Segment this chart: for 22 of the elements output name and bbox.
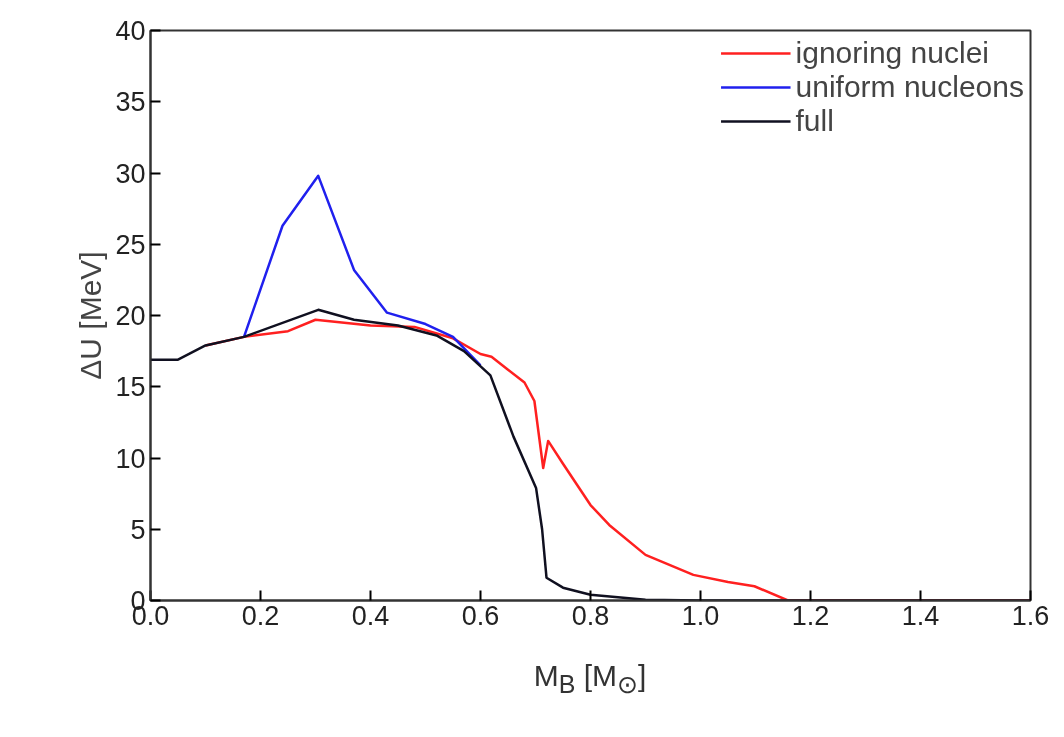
legend-label: ignoring nuclei: [795, 36, 989, 70]
x-tick-label: 1.0: [681, 600, 720, 631]
x-tick-label: 0.2: [241, 600, 280, 631]
x-tick-label: 0.4: [351, 600, 390, 631]
x-tick-label: 1.4: [901, 600, 940, 631]
legend-label: uniform nucleons: [795, 70, 1024, 104]
x-tick-label: 1.6: [1011, 600, 1050, 631]
y-tick-label: 35: [115, 87, 146, 118]
y-tick-label: 40: [115, 16, 146, 46]
y-tick-label: 20: [115, 301, 146, 331]
line-series: [242, 174, 482, 367]
x-tick-label: 0.8: [571, 600, 610, 631]
y-tick-label: 25: [115, 229, 146, 260]
legend-label: full: [795, 104, 834, 138]
y-tick-label: 5: [130, 514, 146, 545]
x-tick-label: 1.2: [791, 600, 830, 631]
y-tick-label: 30: [115, 158, 146, 189]
y-tick-label: 15: [115, 372, 146, 403]
x-axis-title: M$_{B}$ [M$_{⊙}$]: [533, 658, 647, 700]
x-tick-label: 0.6: [461, 600, 500, 631]
y-axis-title: ΔU [MeV]: [74, 251, 108, 380]
y-tick-label: 10: [115, 443, 146, 474]
